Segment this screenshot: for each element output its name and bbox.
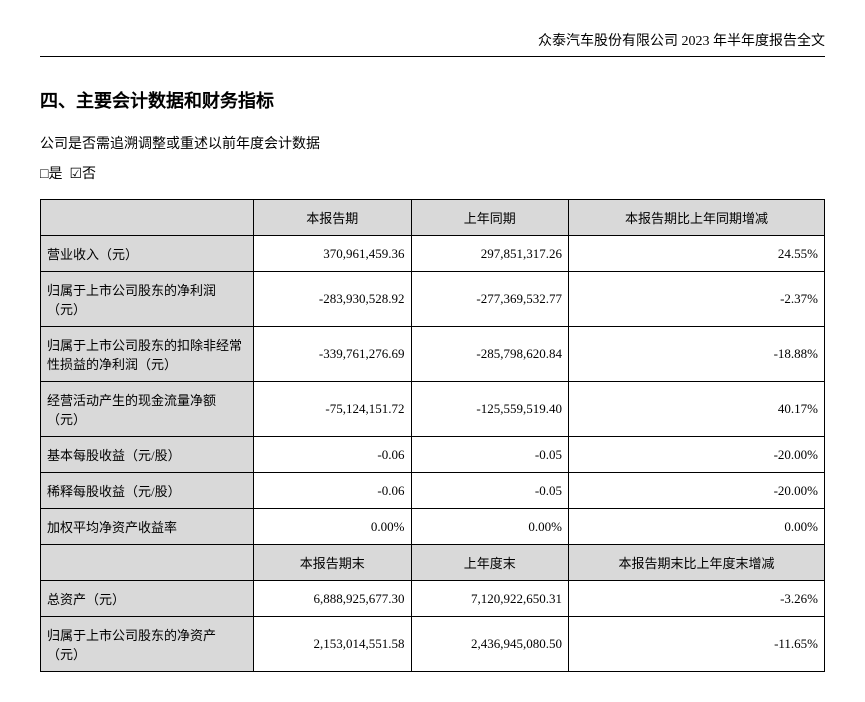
row-label: 稀释每股收益（元/股） (41, 473, 254, 509)
table-header-row: 本报告期 上年同期 本报告期比上年同期增减 (41, 200, 825, 236)
row-label: 总资产（元） (41, 581, 254, 617)
section-title: 四、主要会计数据和财务指标 (40, 87, 825, 113)
question-text: 公司是否需追溯调整或重述以前年度会计数据 (40, 133, 825, 153)
cell-value: 6,888,925,677.30 (254, 581, 412, 617)
cell-value: 0.00% (569, 509, 825, 545)
cell-value: 40.17% (569, 382, 825, 437)
table-row: 加权平均净资产收益率0.00%0.00%0.00% (41, 509, 825, 545)
cell-value: 0.00% (411, 509, 569, 545)
cell-value: 7,120,922,650.31 (411, 581, 569, 617)
table-row: 稀释每股收益（元/股）-0.06-0.05-20.00% (41, 473, 825, 509)
cell-value: -0.05 (411, 473, 569, 509)
table-row: 基本每股收益（元/股）-0.06-0.05-20.00% (41, 437, 825, 473)
col-header-prior: 上年同期 (411, 200, 569, 236)
table-row: 归属于上市公司股东的净利润（元）-283,930,528.92-277,369,… (41, 272, 825, 327)
col-header-current: 本报告期 (254, 200, 412, 236)
table-row: 经营活动产生的现金流量净额（元）-75,124,151.72-125,559,5… (41, 382, 825, 437)
cell-value: 2,436,945,080.50 (411, 617, 569, 672)
cell-value: -3.26% (569, 581, 825, 617)
financial-table: 本报告期 上年同期 本报告期比上年同期增减 营业收入（元）370,961,459… (40, 199, 825, 672)
col-header-change: 本报告期比上年同期增减 (569, 200, 825, 236)
sub-col-blank (41, 545, 254, 581)
table-row: 营业收入（元）370,961,459.36297,851,317.2624.55… (41, 236, 825, 272)
cell-value: -277,369,532.77 (411, 272, 569, 327)
cell-value: 24.55% (569, 236, 825, 272)
table-row: 总资产（元）6,888,925,677.307,120,922,650.31-3… (41, 581, 825, 617)
cell-value: -339,761,276.69 (254, 327, 412, 382)
cell-value: -2.37% (569, 272, 825, 327)
checkbox-no: ☑否 (69, 167, 96, 182)
cell-value: 0.00% (254, 509, 412, 545)
cell-value: -20.00% (569, 437, 825, 473)
sub-col-end: 本报告期末 (254, 545, 412, 581)
cell-value: 297,851,317.26 (411, 236, 569, 272)
cell-value: 370,961,459.36 (254, 236, 412, 272)
row-label: 基本每股收益（元/股） (41, 437, 254, 473)
row-label: 经营活动产生的现金流量净额（元） (41, 382, 254, 437)
cell-value: -0.06 (254, 437, 412, 473)
cell-value: -11.65% (569, 617, 825, 672)
cell-value: -18.88% (569, 327, 825, 382)
sub-col-prior-end: 上年度末 (411, 545, 569, 581)
row-label: 归属于上市公司股东的净资产（元） (41, 617, 254, 672)
cell-value: -125,559,519.40 (411, 382, 569, 437)
row-label: 归属于上市公司股东的扣除非经常性损益的净利润（元） (41, 327, 254, 382)
cell-value: -75,124,151.72 (254, 382, 412, 437)
table-row: 归属于上市公司股东的扣除非经常性损益的净利润（元）-339,761,276.69… (41, 327, 825, 382)
cell-value: -283,930,528.92 (254, 272, 412, 327)
cell-value: -0.06 (254, 473, 412, 509)
cell-value: -285,798,620.84 (411, 327, 569, 382)
table-row: 归属于上市公司股东的净资产（元）2,153,014,551.582,436,94… (41, 617, 825, 672)
sub-header-row: 本报告期末 上年度末 本报告期末比上年度末增减 (41, 545, 825, 581)
checkbox-yes: □是 (40, 167, 62, 182)
row-label: 营业收入（元） (41, 236, 254, 272)
row-label: 加权平均净资产收益率 (41, 509, 254, 545)
cell-value: -0.05 (411, 437, 569, 473)
row-label: 归属于上市公司股东的净利润（元） (41, 272, 254, 327)
page-header: 众泰汽车股份有限公司 2023 年半年度报告全文 (40, 30, 825, 57)
checkbox-row: □是 ☑否 (40, 163, 825, 183)
cell-value: 2,153,014,551.58 (254, 617, 412, 672)
sub-col-change: 本报告期末比上年度末增减 (569, 545, 825, 581)
col-header-blank (41, 200, 254, 236)
cell-value: -20.00% (569, 473, 825, 509)
